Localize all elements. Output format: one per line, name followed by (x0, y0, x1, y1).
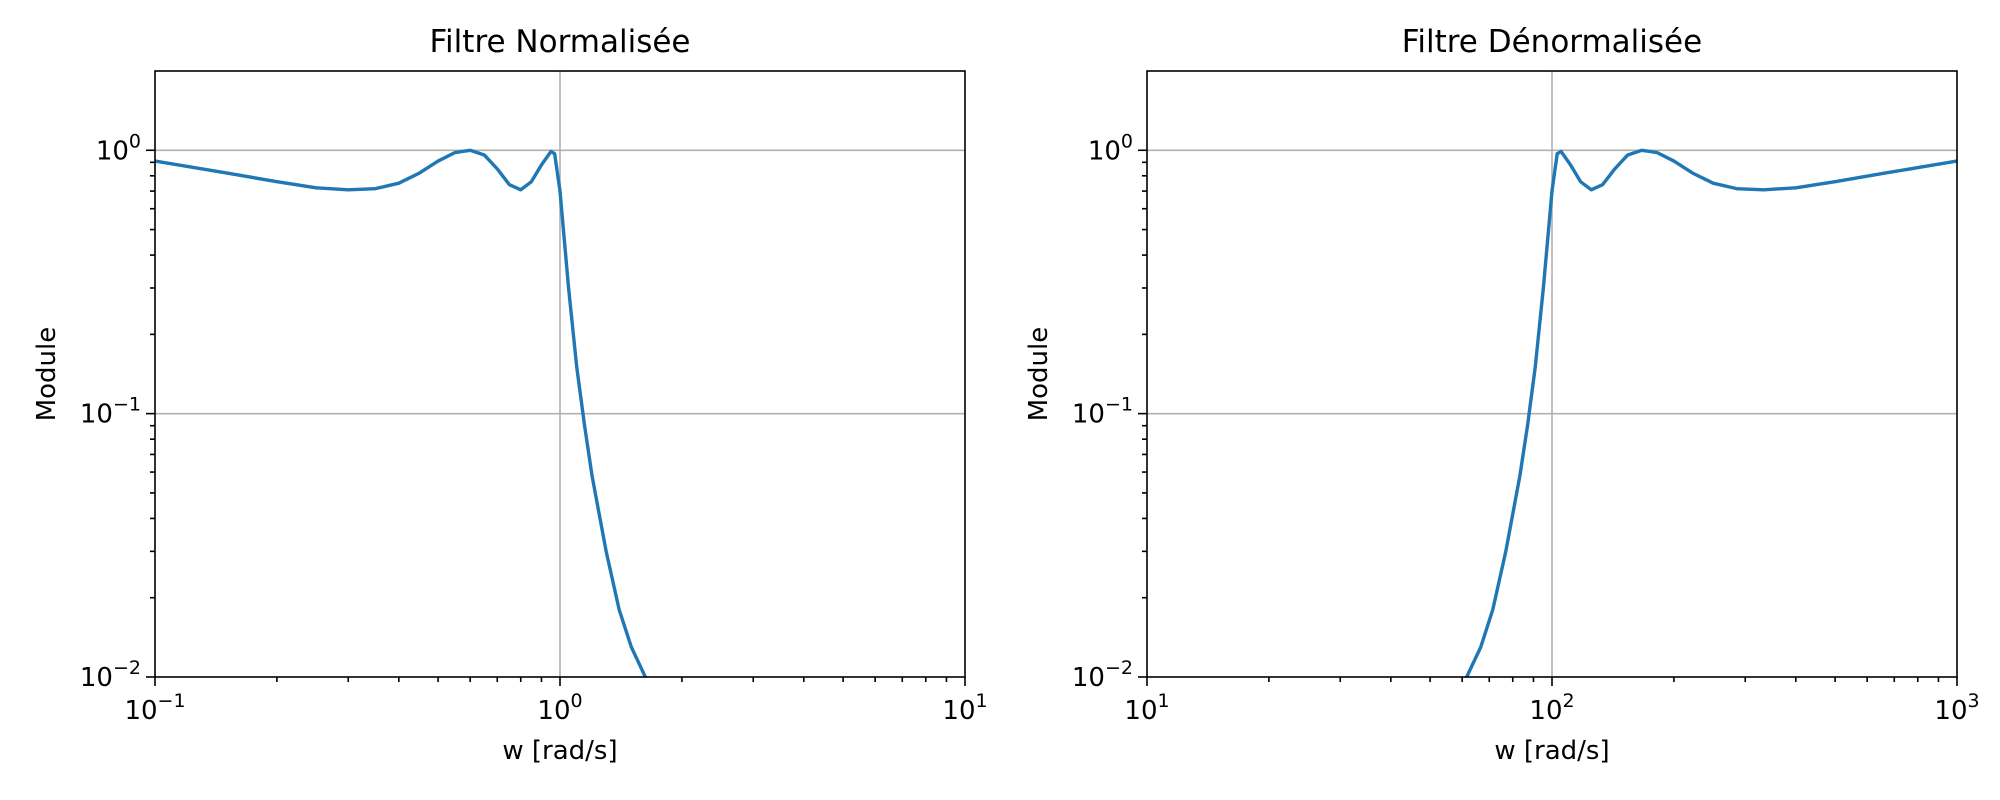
y-axis-label: Module (1024, 327, 1054, 422)
x-tick-label: 101 (942, 690, 987, 726)
x-tick-label-base: 10 (1124, 696, 1157, 726)
y-tick-label-base: 10 (80, 400, 113, 430)
x-tick-label: 103 (1934, 690, 1979, 726)
y-tick-label-exponent: 0 (129, 130, 141, 152)
plot-frame (154, 70, 966, 678)
y-axis-label: Module (32, 327, 62, 422)
x-axis-label: w [rad/s] (502, 736, 617, 766)
y-tick-label-exponent: −2 (113, 657, 141, 679)
y-tick-label-base: 10 (1072, 663, 1105, 693)
y-tick-label: 10−2 (1072, 657, 1133, 693)
y-tick-label-exponent: −1 (113, 394, 141, 416)
plot-frame (1146, 70, 1958, 678)
chart-title: Filtre Dénormalisée (1402, 24, 1702, 60)
x-tick-label-base: 10 (1529, 696, 1562, 726)
x-tick-label-exponent: 2 (1563, 690, 1575, 712)
y-tick-label: 10−1 (80, 394, 141, 430)
y-tick-label-base: 10 (80, 663, 113, 693)
x-tick-label-base: 10 (942, 696, 975, 726)
y-tick-label-base: 10 (1088, 136, 1121, 166)
y-tick-label-base: 10 (96, 136, 129, 166)
x-axis-label: w [rad/s] (1494, 736, 1609, 766)
y-tick-label: 10−1 (1072, 394, 1133, 430)
x-tick-label-exponent: −1 (158, 690, 186, 712)
y-tick-label-base: 10 (1072, 400, 1105, 430)
y-tick-label-exponent: 0 (1121, 130, 1133, 152)
y-tick-label: 100 (1088, 130, 1133, 166)
x-tick-label-exponent: 0 (571, 690, 583, 712)
series-line (1464, 148, 1957, 677)
x-tick-label-exponent: 3 (1968, 690, 1980, 712)
x-tick-label-base: 10 (1934, 696, 1967, 726)
x-tick-label: 100 (537, 690, 582, 726)
x-tick-label: 101 (1124, 690, 1169, 726)
x-tick-label-exponent: 1 (976, 690, 988, 712)
y-tick-label-exponent: −2 (1105, 657, 1133, 679)
x-tick-label-base: 10 (537, 696, 570, 726)
x-tick-label: 102 (1529, 690, 1574, 726)
x-tick-label-base: 10 (124, 696, 157, 726)
series-line (155, 148, 648, 677)
x-tick-label: 10−1 (124, 690, 185, 726)
y-tick-label: 100 (96, 130, 141, 166)
y-tick-label: 10−2 (80, 657, 141, 693)
chart-title: Filtre Normalisée (429, 24, 690, 60)
x-tick-label-exponent: 1 (1158, 690, 1170, 712)
y-tick-label-exponent: −1 (1105, 394, 1133, 416)
